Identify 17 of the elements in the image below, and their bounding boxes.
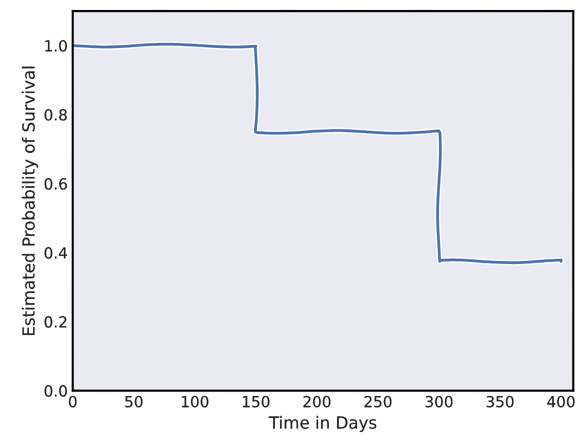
x-axis-title: Time in Days [268, 416, 376, 432]
x-tick-label: 350 [486, 396, 514, 408]
x-tick-label: 200 [303, 396, 330, 408]
x-tick-label: 100 [182, 396, 208, 408]
y-tick-label: 0.0 [44, 385, 67, 397]
x-tick-label: 300 [426, 396, 453, 408]
y-tick-label: 1.0 [45, 40, 67, 52]
x-tick-label: 0 [68, 396, 77, 408]
x-tick-label: 250 [364, 396, 392, 408]
y-axis-title: Estimated Probability of Survival [22, 66, 38, 335]
y-tick-label: 0.4 [44, 247, 68, 259]
y-tick-label: 0.2 [44, 316, 66, 328]
x-tick-label: 50 [125, 396, 142, 408]
x-tick-label: 400 [547, 396, 575, 408]
y-tick-label: 0.8 [44, 109, 67, 121]
y-tick-label: 0.6 [44, 178, 67, 190]
x-tick-label: 150 [242, 396, 270, 408]
